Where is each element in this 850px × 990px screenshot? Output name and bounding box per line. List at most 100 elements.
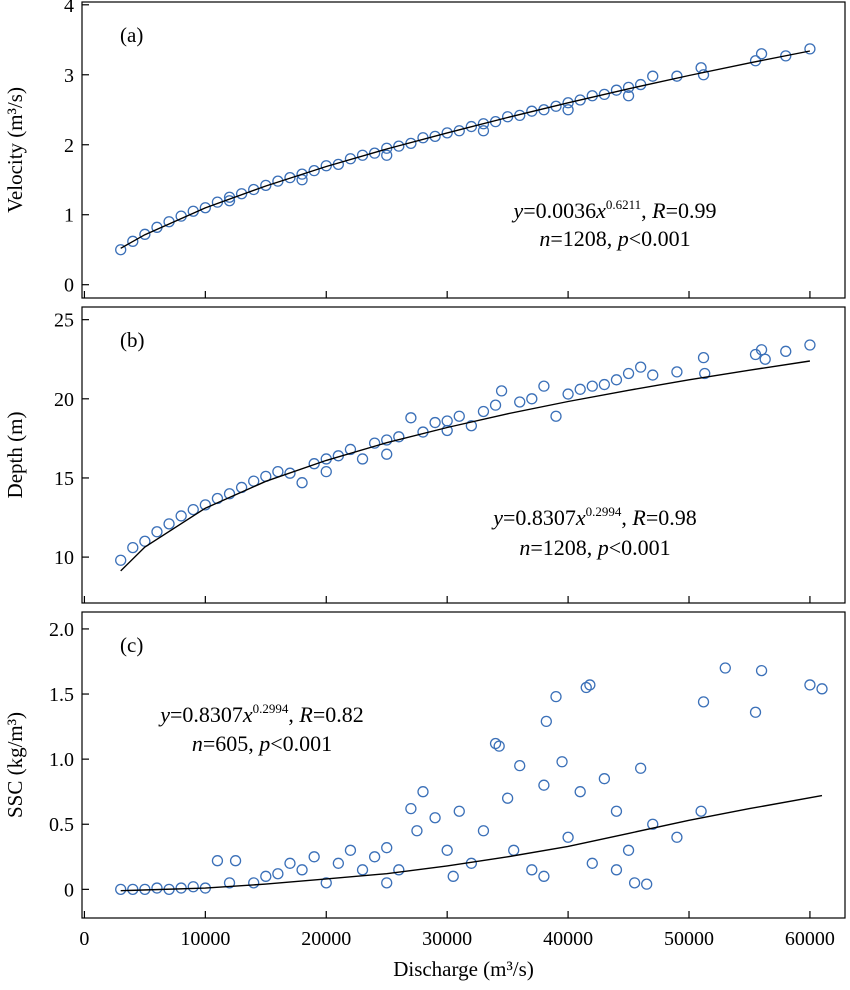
data-point <box>411 825 423 837</box>
data-point <box>199 202 211 214</box>
data-point <box>699 367 711 380</box>
data-point <box>163 518 175 530</box>
data-point <box>755 344 768 356</box>
data-point <box>671 70 683 82</box>
data-point <box>308 851 320 863</box>
x-tick-label: 10000 <box>180 928 230 950</box>
data-point <box>381 434 393 446</box>
data-point <box>562 831 574 843</box>
data-point <box>441 844 453 856</box>
data-point <box>223 488 236 500</box>
data-point <box>381 842 393 854</box>
panel-label: (a) <box>120 23 143 47</box>
data-point <box>634 762 647 774</box>
y-axis-label: Velocity (m³/s) <box>3 87 27 213</box>
data-point <box>562 104 574 116</box>
data-point <box>453 410 465 422</box>
data-point <box>586 380 598 392</box>
y-tick-label: 0.5 <box>49 814 74 836</box>
data-point <box>493 740 505 752</box>
y-tick-label: 0 <box>64 275 74 297</box>
data-point <box>749 706 762 718</box>
data-point <box>381 149 393 161</box>
data-point <box>671 366 683 378</box>
data-point <box>514 760 526 772</box>
data-point <box>465 120 478 133</box>
data-point <box>393 431 405 443</box>
annotation-part: , <box>641 198 652 223</box>
data-point <box>368 437 381 449</box>
data-point <box>127 883 139 896</box>
data-point <box>647 70 659 82</box>
data-point <box>356 453 369 465</box>
annotation-part: =1208, <box>530 535 597 560</box>
data-point <box>344 844 357 856</box>
annotation-part: n <box>519 535 530 560</box>
data-point <box>151 526 163 538</box>
data-point <box>755 664 768 677</box>
y-tick-label: 15 <box>54 468 74 490</box>
x-tick-label: 50000 <box>664 928 714 950</box>
annotation-part: R <box>298 702 313 727</box>
annotation-part: =0.0036 <box>523 198 596 223</box>
data-point <box>417 786 429 798</box>
data-point <box>697 696 710 708</box>
data-point <box>344 443 357 456</box>
data-point <box>538 380 550 392</box>
annotation-line: n=1208, p<0.001 <box>539 226 690 251</box>
data-point <box>526 105 538 117</box>
y-tick-label: 10 <box>54 547 74 569</box>
data-point <box>489 737 502 750</box>
annotation-line: y=0.0036x0.6211, R=0.99 <box>511 197 716 223</box>
annotation-part: x <box>595 198 606 223</box>
x-tick-label: 20000 <box>301 928 351 950</box>
data-point <box>634 361 647 373</box>
y-tick-label: 3 <box>64 65 74 87</box>
data-point <box>441 127 453 139</box>
data-point <box>393 864 405 876</box>
annotation-part: , <box>288 702 299 727</box>
data-point <box>804 43 816 55</box>
annotation-part: =0.8307 <box>170 702 243 727</box>
y-tick-label: 25 <box>54 310 74 332</box>
data-point <box>151 882 163 894</box>
data-point <box>127 235 139 247</box>
data-point <box>381 877 393 889</box>
annotation-part: <0.001 <box>609 535 671 560</box>
data-point <box>780 50 792 62</box>
annotation-line: n=1208, p<0.001 <box>519 535 670 560</box>
plot-frame <box>81 306 846 604</box>
x-tick-label: 0 <box>79 928 89 950</box>
data-point <box>229 855 242 867</box>
data-point <box>610 864 623 876</box>
data-point <box>211 855 224 867</box>
x-axis-label: Discharge (m³/s) <box>393 957 534 981</box>
data-point <box>622 844 635 856</box>
data-point <box>393 140 405 152</box>
y-tick-label: 2 <box>64 135 74 157</box>
data-point <box>187 881 199 893</box>
panel-label: (c) <box>120 633 143 657</box>
y-tick-label: 1.0 <box>49 749 74 771</box>
annotation-line: n=605, p<0.001 <box>192 731 332 756</box>
data-point <box>308 164 320 177</box>
data-point <box>574 786 586 798</box>
y-tick-label: 2.0 <box>49 619 74 641</box>
data-point <box>598 773 611 785</box>
data-point <box>223 877 236 889</box>
y-axis-label: SSC (kg/m³) <box>3 712 27 818</box>
data-point <box>697 69 710 81</box>
data-point <box>260 179 272 191</box>
data-point <box>272 868 284 880</box>
data-point <box>175 510 187 522</box>
data-point <box>296 168 308 180</box>
data-point <box>540 715 552 728</box>
data-point <box>115 883 127 896</box>
data-point <box>127 541 139 554</box>
data-point <box>284 467 296 479</box>
data-point <box>429 130 441 143</box>
data-point <box>610 374 623 386</box>
data-point <box>584 679 596 691</box>
data-point <box>695 805 707 817</box>
data-point <box>477 825 490 837</box>
